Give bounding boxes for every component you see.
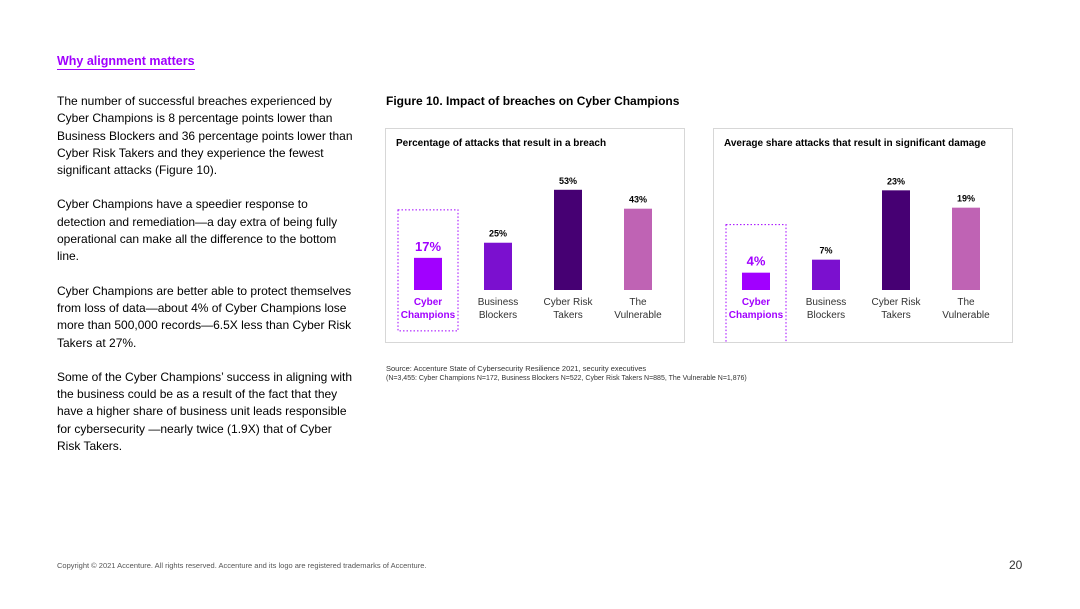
value-label: 23% xyxy=(887,176,905,186)
bar-chart-breach: 17% Cyber Champions 25% Business Blockers 53% C… xyxy=(397,176,662,332)
value-label: 43% xyxy=(629,195,647,205)
chart-panel-breach: Percentage of attacks that result in a b… xyxy=(385,128,685,343)
bar xyxy=(624,208,652,290)
section-title: Why alignment matters xyxy=(57,54,195,70)
bar xyxy=(554,189,582,290)
category-label: Blockers xyxy=(479,310,517,321)
category-label: Champions xyxy=(401,310,456,321)
category-label: Cyber Risk xyxy=(544,297,594,308)
chart-panel-damage: Average share attacks that result in sig… xyxy=(713,128,1013,343)
page-number: 20 xyxy=(1009,558,1023,572)
category-label: The xyxy=(957,297,975,308)
highlight-box xyxy=(725,224,787,342)
paragraph: Cyber Champions are better able to prote… xyxy=(57,283,352,350)
category-label: Business xyxy=(478,297,519,308)
value-label: 17% xyxy=(415,239,441,254)
bar xyxy=(484,242,512,290)
category-label: Cyber Risk xyxy=(872,297,922,308)
category-label: Business xyxy=(806,297,847,308)
bar xyxy=(812,259,840,290)
value-label: 4% xyxy=(747,254,766,269)
category-label: Takers xyxy=(881,310,910,321)
source-note: Source: Accenture State of Cybersecurity… xyxy=(386,364,647,373)
category-label: Cyber xyxy=(414,297,442,308)
category-label: Takers xyxy=(553,310,582,321)
paragraph: Cyber Champions have a speedier response… xyxy=(57,197,338,264)
figure-title: Figure 10. Impact of breaches on Cyber C… xyxy=(386,94,680,108)
sample-size-note: (N=3,455: Cyber Champions N=172, Busines… xyxy=(386,375,747,382)
value-label: 25% xyxy=(489,229,507,239)
bar xyxy=(882,190,910,290)
bar xyxy=(414,257,442,290)
value-label: 7% xyxy=(819,246,832,256)
paragraph: Some of the Cyber Champions’ success in … xyxy=(57,369,353,454)
category-label: Vulnerable xyxy=(942,310,990,321)
category-label: Cyber xyxy=(742,297,770,308)
category-label: Champions xyxy=(729,310,784,321)
value-label: 19% xyxy=(957,194,975,204)
chart-title: Percentage of attacks that result in a b… xyxy=(396,138,607,149)
bar xyxy=(952,207,980,290)
highlight-box xyxy=(397,209,459,332)
chart-title: Average share attacks that result in sig… xyxy=(724,138,986,149)
value-label: 53% xyxy=(559,176,577,186)
bar-chart-damage: 4% Cyber Champions 7% Business Blockers 23% Cyb… xyxy=(725,176,990,342)
category-label: Vulnerable xyxy=(614,310,662,321)
category-label: Blockers xyxy=(807,310,845,321)
category-label: The xyxy=(629,297,647,308)
paragraph: The number of successful breaches experi… xyxy=(57,94,353,178)
bar xyxy=(742,272,770,290)
copyright-footer: Copyright © 2021 Accenture. All rights r… xyxy=(57,561,427,570)
body-text: The number of successful breaches experi… xyxy=(57,93,357,472)
